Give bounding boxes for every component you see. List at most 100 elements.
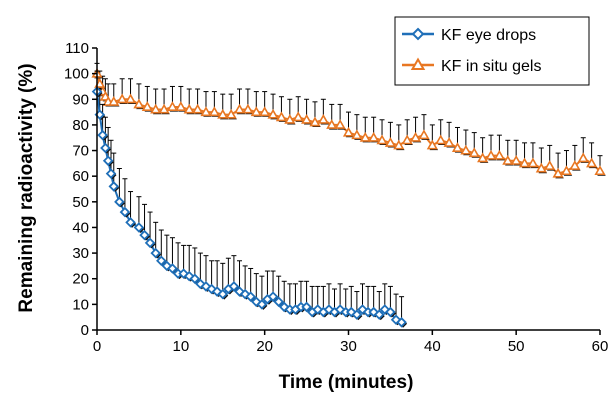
data-point-in-situ-gels: [292, 111, 304, 122]
data-point-in-situ-gels: [326, 119, 338, 129]
data-point-in-situ-gels: [460, 144, 472, 155]
data-point-in-situ-gels: [175, 101, 187, 111]
data-point-eye-drops: [100, 142, 111, 154]
series-line-in-situ-gels: [96, 73, 601, 175]
data-point-in-situ-gels: [208, 106, 220, 117]
data-point-eye-drops: [139, 229, 150, 241]
data-point-eye-drops: [105, 168, 117, 179]
data-point-in-situ-gels: [401, 134, 413, 145]
data-point-in-situ-gels: [166, 101, 179, 111]
data-point-in-situ-gels: [200, 106, 212, 117]
y-tick-label: 70: [72, 143, 89, 160]
data-point-in-situ-gels: [569, 160, 581, 170]
y-tick-label: 60: [72, 168, 89, 185]
data-point-eye-drops: [97, 129, 108, 141]
data-point-eye-drops: [267, 291, 279, 302]
data-point-eye-drops: [396, 317, 407, 328]
x-axis-title: Time (minutes): [279, 372, 414, 393]
legend-box: [394, 16, 590, 86]
x-tick-label: 30: [340, 338, 357, 355]
legend-triangle-marker: [410, 57, 426, 70]
data-point-eye-drops: [144, 237, 156, 249]
data-point-in-situ-gels: [267, 108, 279, 119]
data-point-in-situ-gels: [577, 152, 589, 163]
data-point-in-situ-gels: [124, 93, 137, 104]
legend-diamond-marker: [411, 27, 425, 41]
data-point-eye-drops: [133, 222, 145, 233]
data-point-in-situ-gels: [418, 129, 430, 140]
data-point-in-situ-gels: [477, 152, 489, 163]
data-point-in-situ-gels: [217, 108, 229, 119]
data-point-in-situ-gels: [233, 103, 246, 114]
data-point-in-situ-gels: [158, 103, 170, 114]
data-point-in-situ-gels: [518, 157, 531, 168]
legend: KF eye drops KF in situ gels: [394, 16, 590, 86]
y-tick-label: 90: [72, 91, 89, 108]
data-point-in-situ-gels: [485, 149, 497, 160]
data-point-in-situ-gels: [301, 113, 313, 124]
data-point-eye-drops: [217, 288, 229, 300]
y-tick-label: 30: [72, 245, 89, 262]
x-tick-label: 40: [424, 338, 441, 355]
data-point-in-situ-gels: [317, 113, 329, 124]
data-point-eye-drops: [379, 304, 391, 315]
data-point-eye-drops: [102, 155, 114, 167]
data-point-eye-drops: [390, 314, 402, 326]
data-point-in-situ-gels: [527, 157, 539, 168]
series-eye-drops: [91, 70, 408, 328]
data-point-in-situ-gels: [443, 137, 455, 147]
data-point-eye-drops: [114, 196, 125, 208]
data-point-in-situ-gels: [284, 113, 296, 124]
data-point-in-situ-gels: [259, 106, 271, 117]
data-point-in-situ-gels: [225, 108, 237, 119]
data-point-in-situ-gels: [376, 134, 388, 145]
data-point-in-situ-gels: [552, 167, 564, 178]
plot-area: [91, 62, 606, 328]
y-tick-label: 110: [65, 40, 89, 57]
data-point-eye-drops: [150, 247, 161, 259]
data-point-eye-drops: [385, 306, 396, 318]
data-point-eye-drops: [178, 268, 189, 279]
y-axis-title: Remaining radioactivity (%): [16, 63, 37, 312]
data-point-in-situ-gels: [468, 147, 480, 158]
data-point-eye-drops: [334, 304, 346, 315]
data-point-in-situ-gels: [502, 154, 514, 165]
x-ticks: 0 10 20 30 40 50 60: [93, 330, 608, 355]
legend-label-in-situ-gels: KF in situ gels: [441, 58, 541, 75]
data-point-in-situ-gels: [150, 103, 162, 114]
data-point-in-situ-gels: [342, 126, 355, 137]
data-point-in-situ-gels: [535, 162, 547, 173]
data-point-eye-drops: [156, 255, 167, 267]
data-point-eye-drops: [351, 309, 363, 320]
x-tick-label: 0: [93, 338, 101, 355]
data-point-in-situ-gels: [586, 157, 598, 168]
data-point-in-situ-gels: [435, 134, 447, 145]
data-point-eye-drops: [323, 304, 335, 315]
data-point-in-situ-gels: [409, 131, 422, 142]
data-point-in-situ-gels: [560, 165, 573, 176]
data-point-in-situ-gels: [108, 96, 120, 106]
y-tick-label: 20: [72, 271, 89, 288]
x-tick-label: 10: [172, 338, 189, 355]
data-point-in-situ-gels: [426, 139, 438, 150]
y-tick-label: 80: [72, 117, 89, 134]
data-point-eye-drops: [108, 181, 120, 192]
y-ticks: 0 10 20 30 40 50 60 70 80 90 100 110: [64, 40, 97, 339]
data-point-in-situ-gels: [192, 103, 204, 114]
data-point-in-situ-gels: [359, 131, 371, 142]
data-point-eye-drops: [183, 270, 195, 282]
data-point-in-situ-gels: [351, 129, 363, 140]
data-point-in-situ-gels: [275, 111, 288, 122]
data-point-in-situ-gels: [116, 93, 128, 104]
data-point-eye-drops: [245, 291, 256, 302]
y-tick-label: 0: [81, 322, 89, 339]
y-tick-label: 50: [72, 194, 89, 211]
data-point-in-situ-gels: [493, 149, 505, 160]
data-point-in-situ-gels: [141, 101, 153, 111]
data-point-eye-drops: [119, 206, 131, 218]
data-point-in-situ-gels: [510, 154, 522, 165]
data-point-eye-drops: [273, 296, 284, 308]
data-point-eye-drops: [256, 299, 268, 310]
data-point-in-situ-gels: [309, 116, 321, 127]
